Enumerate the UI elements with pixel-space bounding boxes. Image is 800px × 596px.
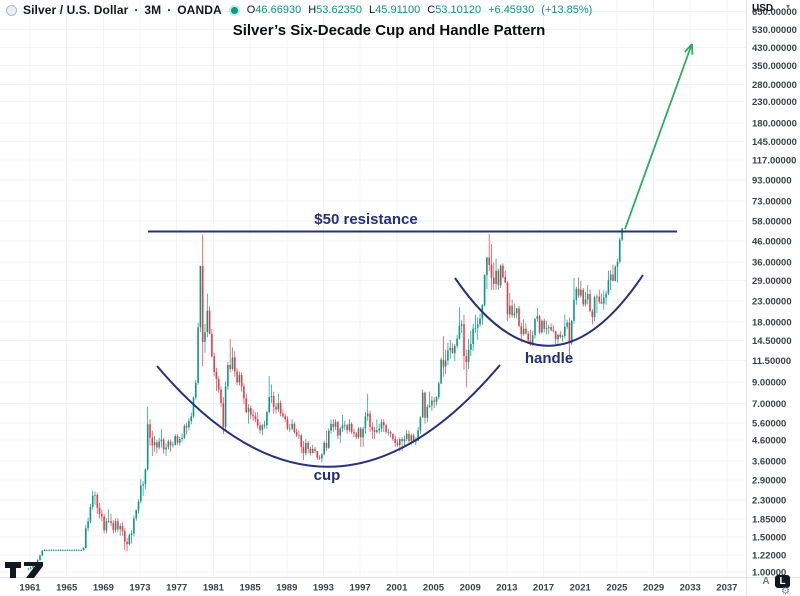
svg-text:2005: 2005 xyxy=(423,583,445,594)
svg-text:1981: 1981 xyxy=(203,583,225,594)
svg-text:280.00000: 280.00000 xyxy=(752,80,797,91)
tradingview-watermark-logo xyxy=(5,562,43,578)
close-label: C xyxy=(427,4,436,16)
time-axis-labels: 1961 1965 1969 1973 1977 1981 1985 1989 1993 1997… xyxy=(19,583,737,594)
legend-separator: · xyxy=(134,3,139,17)
low-label: L xyxy=(369,4,376,16)
symbol-legend[interactable]: Silver / U.S. Dollar · 3M · OANDA O46.66… xyxy=(6,3,592,17)
svg-text:1969: 1969 xyxy=(93,583,114,594)
open-label: O xyxy=(246,4,256,16)
svg-text:2013: 2013 xyxy=(496,583,517,594)
svg-text:7.00000: 7.00000 xyxy=(752,399,786,410)
svg-text:1989: 1989 xyxy=(276,583,297,594)
svg-text:23.00000: 23.00000 xyxy=(752,296,792,307)
svg-text:1.00000: 1.00000 xyxy=(752,568,786,579)
svg-text:230.00000: 230.00000 xyxy=(752,97,797,108)
svg-text:1977: 1977 xyxy=(166,583,187,594)
close-value: 53.10120 xyxy=(435,4,482,16)
svg-text:2.30000: 2.30000 xyxy=(752,496,786,507)
svg-text:2029: 2029 xyxy=(643,583,664,594)
cup-annotation-label: cup xyxy=(313,467,341,484)
svg-text:29.00000: 29.00000 xyxy=(752,276,792,287)
open-value: 46.66930 xyxy=(255,4,302,16)
log-scale-button[interactable]: L xyxy=(775,575,790,588)
high-label: H xyxy=(308,4,317,16)
high-value: 53.62350 xyxy=(316,4,363,16)
gear-icon[interactable]: ⚙ xyxy=(781,586,790,596)
grid-layer xyxy=(0,0,746,577)
handle-annotation-label: handle xyxy=(524,350,574,367)
svg-text:9.00000: 9.00000 xyxy=(752,377,786,388)
page-title: Silver’s Six-Decade Cup and Handle Patte… xyxy=(232,22,546,39)
svg-text:3.60000: 3.60000 xyxy=(752,457,786,468)
svg-text:1961: 1961 xyxy=(19,583,41,594)
legend-separator: · xyxy=(167,3,172,17)
svg-text:73.00000: 73.00000 xyxy=(752,196,792,207)
price-axis[interactable] xyxy=(747,0,800,577)
svg-text:350.00000: 350.00000 xyxy=(752,61,797,72)
interval-label: 3M xyxy=(144,3,162,17)
arrow-head-icon xyxy=(684,43,694,55)
svg-text:180.00000: 180.00000 xyxy=(752,118,797,129)
chevron-down-icon: ▾ xyxy=(786,2,791,11)
auto-scale-button[interactable]: A xyxy=(762,576,770,587)
svg-text:11.50000: 11.50000 xyxy=(752,356,791,367)
resistance-annotation-label: $50 resistance xyxy=(314,211,418,228)
svg-text:2009: 2009 xyxy=(460,583,481,594)
svg-text:1973: 1973 xyxy=(129,583,150,594)
exchange-label: OANDA xyxy=(177,3,222,17)
svg-text:1.50000: 1.50000 xyxy=(752,532,786,543)
svg-text:2001: 2001 xyxy=(386,583,408,594)
svg-text:5.60000: 5.60000 xyxy=(752,419,786,430)
svg-text:650.00000: 650.00000 xyxy=(752,7,797,18)
svg-text:18.00000: 18.00000 xyxy=(752,318,792,329)
svg-text:117.00000: 117.00000 xyxy=(752,156,796,167)
svg-text:2021: 2021 xyxy=(570,583,592,594)
svg-text:430.00000: 430.00000 xyxy=(752,43,797,54)
ohlc-values: O46.66930 H53.62350 L45.91100 C53.10120 … xyxy=(247,4,593,16)
svg-text:14.50000: 14.50000 xyxy=(752,336,792,347)
change-percent: (+13.85%) xyxy=(541,4,593,16)
svg-text:2017: 2017 xyxy=(533,583,554,594)
svg-text:58.00000: 58.00000 xyxy=(752,216,792,227)
annotations-layer xyxy=(148,43,694,468)
symbol-name: Silver / U.S. Dollar xyxy=(23,3,129,17)
svg-text:46.00000: 46.00000 xyxy=(752,236,792,247)
price-axis-labels: 650.00000 530.00000 430.00000 350.00000 280.… xyxy=(752,7,797,578)
svg-text:2037: 2037 xyxy=(716,583,737,594)
instrument-logo-icon xyxy=(6,4,17,16)
svg-text:1.85000: 1.85000 xyxy=(752,514,786,525)
market-status-dot-icon xyxy=(230,6,238,14)
svg-text:36.00000: 36.00000 xyxy=(752,258,792,269)
time-axis[interactable] xyxy=(0,578,746,596)
svg-text:93.00000: 93.00000 xyxy=(752,175,792,186)
low-value: 45.91100 xyxy=(375,4,421,16)
svg-text:1985: 1985 xyxy=(240,583,262,594)
svg-text:530.00000: 530.00000 xyxy=(752,25,797,36)
change-value: +6.45930 xyxy=(488,4,535,16)
currency-selector[interactable]: USD xyxy=(752,3,774,14)
svg-text:1965: 1965 xyxy=(56,583,78,594)
svg-text:145.00000: 145.00000 xyxy=(752,137,797,148)
svg-text:2033: 2033 xyxy=(680,583,701,594)
candles-layer xyxy=(27,227,623,571)
svg-text:4.60000: 4.60000 xyxy=(752,436,786,447)
svg-text:1.22000: 1.22000 xyxy=(752,550,786,561)
svg-text:1993: 1993 xyxy=(313,583,334,594)
svg-text:2.90000: 2.90000 xyxy=(752,475,786,486)
svg-text:2025: 2025 xyxy=(606,583,628,594)
svg-text:1997: 1997 xyxy=(350,583,371,594)
